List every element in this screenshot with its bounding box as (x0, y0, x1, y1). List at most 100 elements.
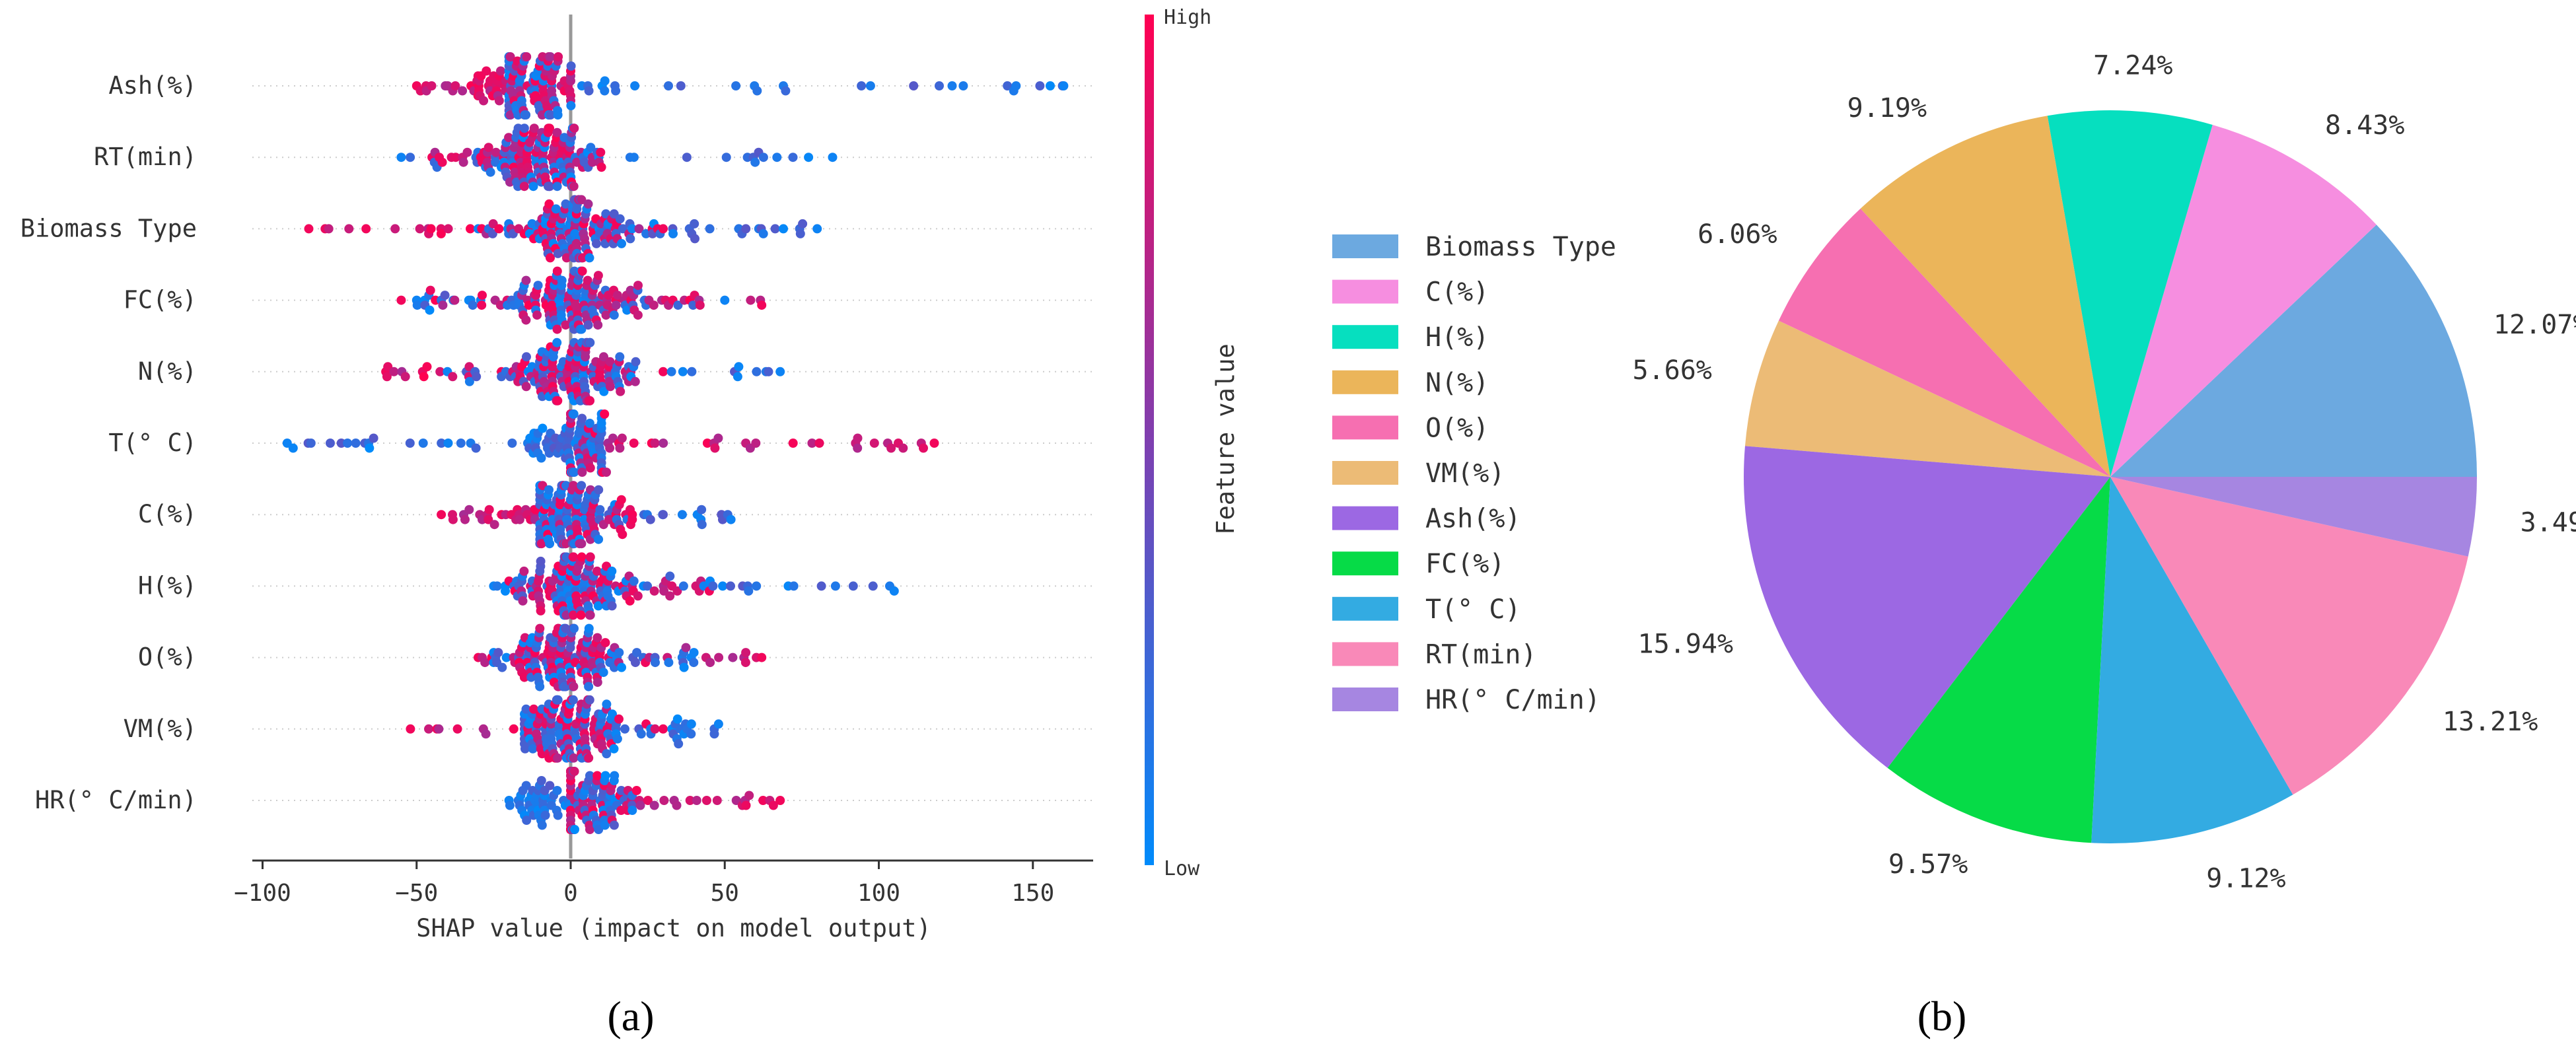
shap-point (412, 300, 422, 310)
shap-point (344, 224, 354, 234)
shap-point (521, 704, 531, 714)
shap-point (568, 695, 578, 705)
pie-labels: 12.07% 8.43% 7.24% 9.19% 6.06% 5.66% 15.94% 9.5… (1632, 51, 2576, 894)
shap-point (752, 86, 762, 96)
shap-point (947, 81, 957, 90)
shap-point (596, 147, 606, 157)
shap-point (495, 300, 505, 310)
shap-point (540, 810, 550, 820)
shap-point (618, 530, 627, 540)
shap-point (528, 182, 538, 192)
shap-point (686, 729, 696, 739)
shap-point (569, 682, 579, 691)
shap-point (615, 214, 625, 224)
shap-point (741, 648, 751, 658)
shap-point (726, 514, 736, 524)
shap-point (768, 800, 778, 810)
shap-point (458, 86, 468, 96)
shap-point (553, 110, 563, 120)
shap-point (425, 285, 435, 295)
shap-point (651, 658, 660, 668)
shap-point (634, 224, 644, 234)
shap-point (958, 81, 968, 90)
shap-point (788, 153, 798, 162)
shap-point (668, 229, 678, 238)
legend-label: HR(° C/min) (1425, 685, 1600, 715)
shap-point (609, 744, 619, 754)
shap-point (599, 352, 608, 362)
shap-point (522, 52, 532, 61)
legend-swatch (1332, 370, 1398, 394)
feature-label: C(%) (138, 500, 197, 528)
shap-point (600, 409, 610, 419)
shap-point (705, 658, 715, 668)
shap-point (585, 825, 594, 834)
shap-point (758, 153, 768, 162)
shap-point (592, 771, 602, 781)
shap-point (678, 367, 688, 376)
shap-point (569, 123, 579, 133)
shap-point (602, 699, 612, 709)
legend-swatch (1332, 279, 1398, 304)
shap-point (501, 586, 510, 596)
x-tick-label: −50 (395, 880, 438, 907)
shap-point (752, 581, 762, 591)
shap-point (390, 224, 400, 234)
shap-point (536, 776, 546, 785)
shap-point (636, 729, 646, 739)
shap-point (712, 796, 722, 805)
shap-point (489, 520, 499, 530)
feature-label: HR(° C/min) (35, 786, 197, 814)
shap-point (576, 610, 586, 620)
shap-point (853, 433, 863, 443)
shap-point (482, 66, 491, 76)
shap-point (493, 648, 503, 658)
shap-point (501, 652, 511, 662)
shap-point (678, 581, 688, 591)
shap-point (361, 224, 371, 234)
shap-point (617, 433, 627, 443)
shap-point (630, 81, 640, 90)
shap-point (592, 238, 601, 248)
shap-point (382, 372, 392, 382)
shap-point (649, 300, 659, 310)
shap-point (616, 386, 626, 396)
shap-point (535, 623, 545, 633)
shap-point (521, 275, 531, 285)
shap-point (518, 596, 528, 606)
shap-point (478, 291, 487, 300)
shap-point (650, 724, 660, 734)
pie-slice-label: 9.12% (2206, 863, 2285, 894)
shap-point (750, 157, 760, 167)
shap-point (1035, 81, 1045, 90)
shap-point (672, 714, 682, 724)
shap-point (828, 153, 838, 162)
shap-point (807, 439, 817, 448)
shap-point (406, 153, 415, 162)
shap-point (713, 433, 723, 443)
shap-point (709, 729, 719, 739)
shap-point (400, 372, 410, 382)
shap-point (677, 510, 687, 520)
pie-slice (2110, 225, 2477, 477)
shap-point (726, 581, 735, 591)
shap-point (536, 539, 546, 549)
shap-point (665, 571, 675, 581)
feature-label: Biomass Type (20, 214, 197, 242)
shap-point (633, 591, 643, 601)
pie-slice-label: 9.57% (1888, 849, 1968, 880)
shap-point (505, 800, 515, 810)
shap-point (602, 749, 612, 759)
legend-swatch (1332, 325, 1398, 349)
pie-slice (2091, 477, 2293, 843)
legend-swatch (1332, 506, 1398, 530)
shap-point (609, 310, 619, 320)
shap-point (424, 724, 433, 734)
shap-point (600, 771, 610, 781)
shap-point (389, 367, 399, 376)
shap-point (714, 652, 724, 662)
shap-point (584, 753, 594, 763)
shap-point (633, 310, 643, 320)
shap-point (649, 586, 659, 596)
shap-point (615, 443, 625, 453)
